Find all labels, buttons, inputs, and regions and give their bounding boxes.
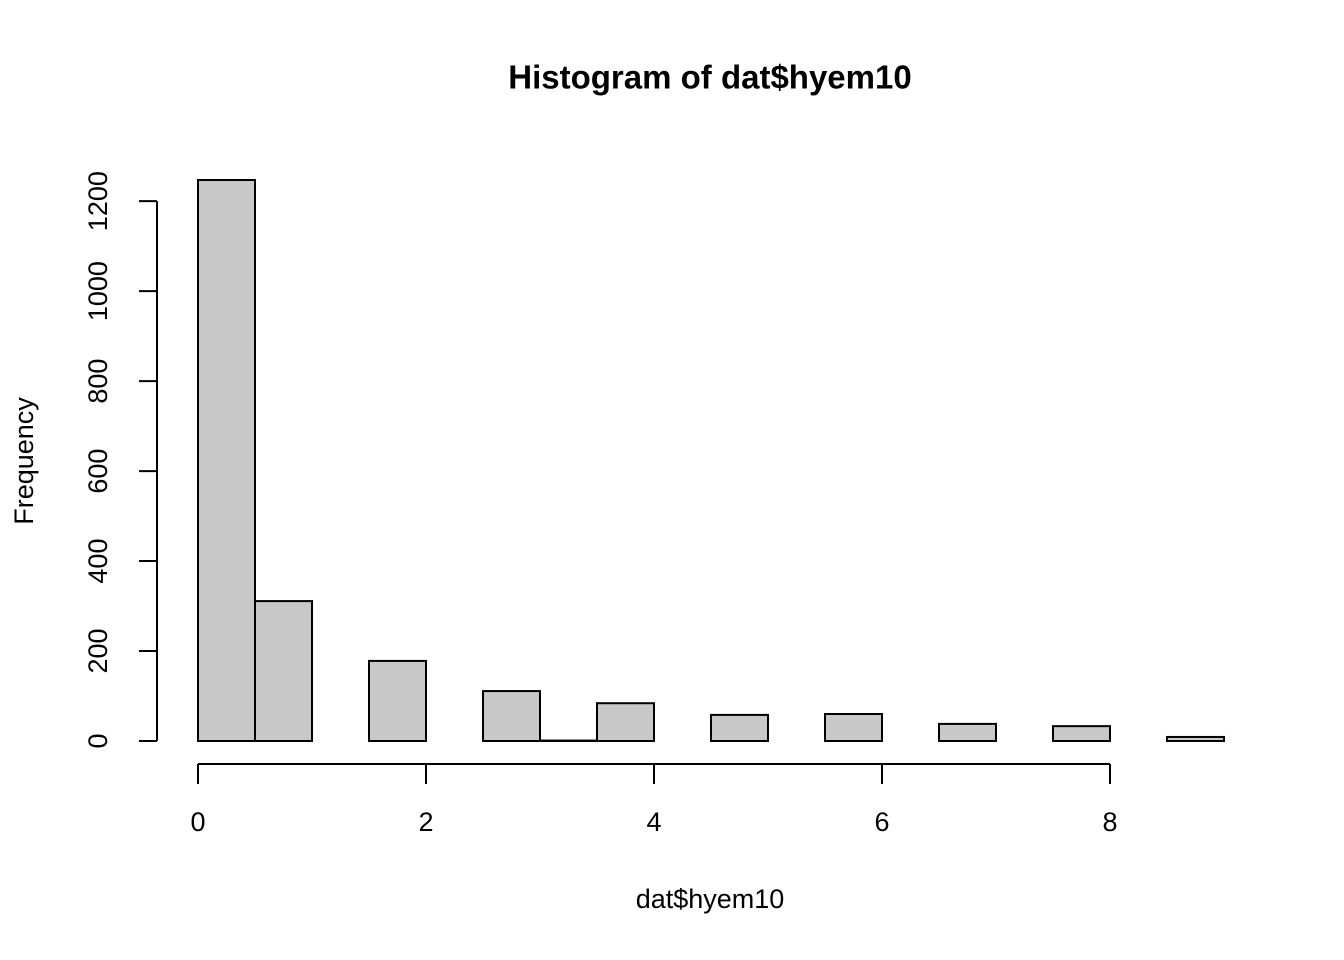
x-axis-label: dat$hyem10 <box>636 884 785 914</box>
x-tick-label: 4 <box>646 807 661 837</box>
y-axis-label: Frequency <box>9 397 39 525</box>
bar <box>1166 735 1225 743</box>
bar <box>1052 725 1111 743</box>
bar <box>197 179 256 742</box>
y-tick-label: 600 <box>83 449 113 494</box>
y-tick-label: 800 <box>83 359 113 404</box>
y-tick-label: 1200 <box>83 171 113 231</box>
bar <box>824 713 883 742</box>
bar <box>710 713 769 743</box>
x-tick-label: 2 <box>418 807 433 837</box>
bar <box>596 702 655 742</box>
y-tick-label: 0 <box>83 733 113 748</box>
bar <box>368 659 427 742</box>
x-tick-label: 0 <box>190 807 205 837</box>
bar <box>254 600 313 742</box>
bar <box>938 722 997 742</box>
bar <box>482 690 541 743</box>
y-tick-label: 1000 <box>83 261 113 321</box>
x-tick-label: 6 <box>874 807 889 837</box>
x-tick-label: 8 <box>1102 807 1117 837</box>
y-tick-label: 400 <box>83 539 113 584</box>
y-tick-label: 200 <box>83 628 113 673</box>
chart-title: Histogram of dat$hyem10 <box>508 59 911 96</box>
